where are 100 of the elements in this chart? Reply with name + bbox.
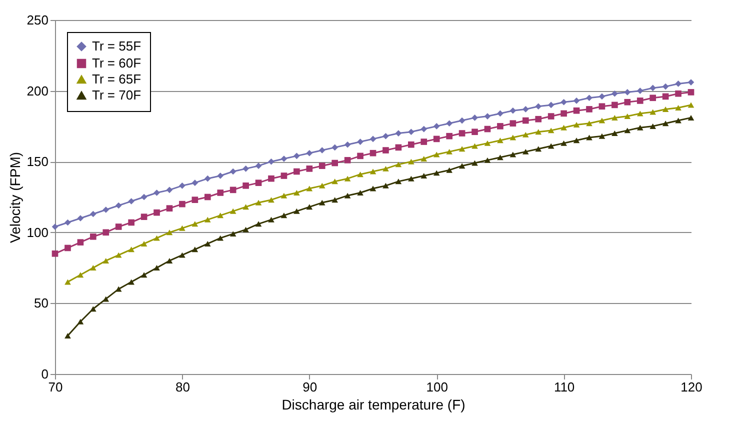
- point: [433, 123, 440, 130]
- point: [472, 160, 478, 166]
- point: [395, 162, 402, 168]
- point: [370, 150, 376, 156]
- point: [548, 128, 554, 134]
- point: [242, 166, 249, 172]
- point: [179, 225, 186, 231]
- point: [573, 138, 580, 144]
- point: [230, 208, 236, 214]
- point: [535, 146, 542, 152]
- point: [598, 93, 606, 100]
- point: [650, 109, 656, 115]
- point: [64, 244, 71, 252]
- point: [472, 114, 478, 121]
- point: [90, 233, 96, 240]
- point: [548, 102, 554, 108]
- point: [115, 286, 122, 292]
- point: [624, 128, 631, 134]
- point: [217, 212, 224, 218]
- point: [535, 103, 542, 110]
- point: [294, 152, 300, 160]
- y-tick-label: 50: [34, 296, 48, 311]
- point: [154, 265, 160, 271]
- point: [128, 198, 134, 204]
- point: [675, 105, 682, 111]
- legend-label: Tr = 60F: [92, 56, 142, 70]
- point: [255, 200, 262, 206]
- point: [344, 176, 351, 182]
- point: [573, 107, 580, 114]
- point: [268, 216, 274, 222]
- point: [446, 148, 452, 154]
- point: [268, 175, 274, 182]
- point: [484, 157, 491, 163]
- point: [217, 172, 224, 179]
- point: [560, 140, 567, 146]
- point: [586, 134, 592, 140]
- point: [612, 90, 618, 97]
- point: [370, 136, 376, 142]
- point: [675, 118, 682, 124]
- point: [497, 123, 504, 130]
- point: [242, 182, 249, 189]
- point: [192, 196, 198, 203]
- legend-label: Tr = 70F: [92, 88, 142, 102]
- point: [166, 230, 173, 236]
- point: [650, 84, 656, 92]
- point: [154, 235, 160, 241]
- point: [548, 143, 554, 149]
- point: [395, 130, 402, 136]
- point: [382, 132, 389, 140]
- point: [624, 89, 631, 96]
- point: [433, 136, 440, 142]
- point: [510, 107, 516, 114]
- point: [510, 120, 516, 127]
- point: [484, 140, 491, 146]
- point: [357, 152, 364, 160]
- point: [102, 296, 110, 302]
- legend-label: Tr = 55F: [92, 38, 142, 54]
- point: [332, 197, 338, 203]
- x-tick-label: 100: [426, 380, 448, 394]
- point: [204, 194, 211, 200]
- point: [64, 333, 71, 339]
- y-tick-label: 0: [41, 366, 48, 382]
- point: [688, 114, 694, 120]
- point: [140, 194, 148, 200]
- point: [268, 197, 274, 203]
- point: [318, 162, 326, 170]
- point: [140, 272, 148, 278]
- point: [420, 126, 428, 132]
- point: [64, 279, 71, 285]
- point: [433, 152, 440, 158]
- point: [382, 182, 389, 188]
- point: [344, 141, 351, 148]
- point: [332, 178, 338, 184]
- point: [64, 219, 71, 226]
- point: [395, 144, 402, 151]
- point: [484, 126, 491, 132]
- point: [294, 190, 300, 196]
- x-tick-label: 120: [680, 380, 702, 394]
- x-tick-label: 80: [175, 380, 190, 394]
- point: [52, 250, 58, 257]
- point: [192, 180, 198, 186]
- point: [458, 130, 466, 136]
- point: [636, 98, 644, 104]
- y-tick-label: 150: [26, 154, 48, 170]
- point: [128, 246, 134, 252]
- point: [280, 212, 288, 218]
- point: [420, 156, 428, 162]
- point: [624, 98, 631, 106]
- point: [306, 150, 313, 156]
- point: [268, 158, 274, 165]
- point: [90, 306, 96, 312]
- point: [510, 152, 516, 158]
- point: [560, 124, 567, 130]
- point: [166, 258, 173, 264]
- point: [280, 156, 288, 162]
- point: [77, 215, 84, 222]
- point: [598, 118, 606, 124]
- point: [662, 83, 669, 90]
- point: [497, 154, 504, 160]
- point: [636, 110, 644, 116]
